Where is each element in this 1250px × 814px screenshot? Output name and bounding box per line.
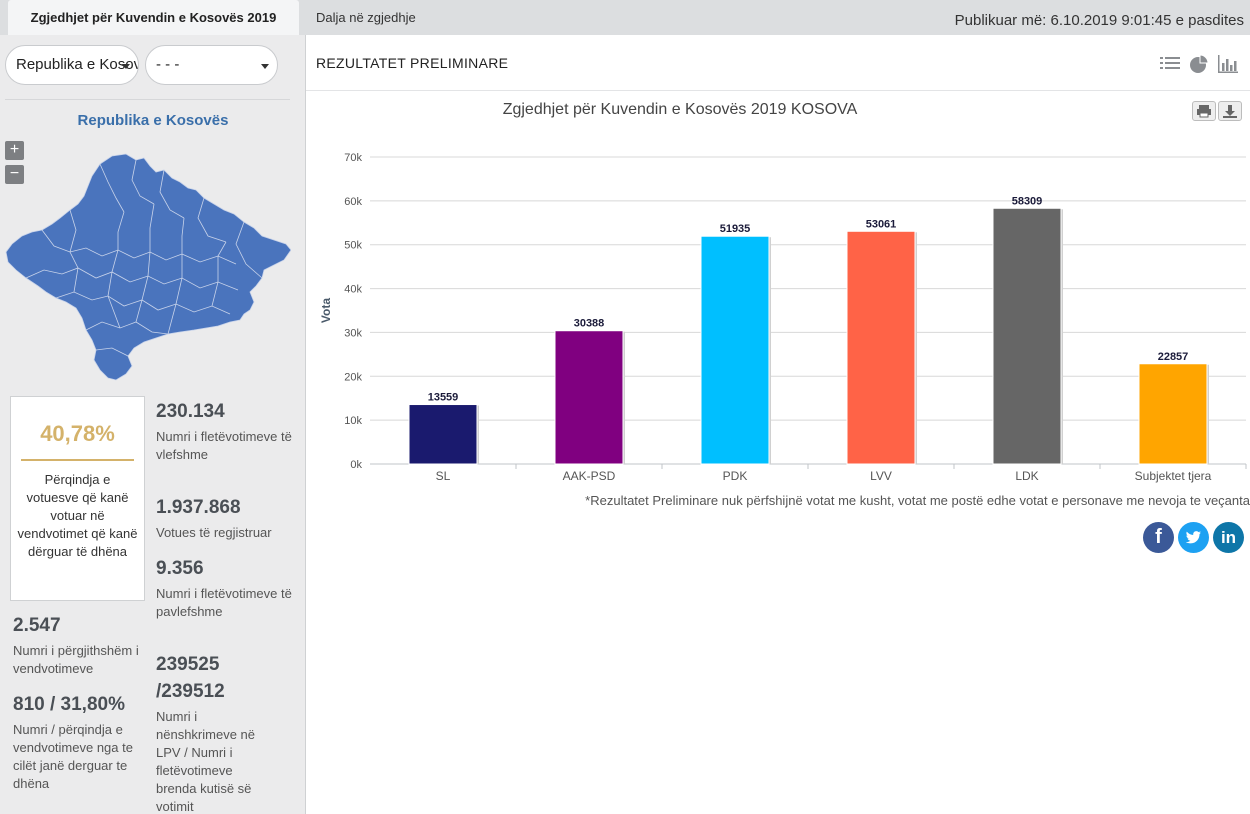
- chart-title: Zgjedhjet për Kuvendin e Kosovës 2019 KO…: [502, 101, 858, 118]
- bar-data-label: 22857: [1158, 351, 1189, 363]
- y-tick-label: 20k: [344, 371, 362, 383]
- bar-aak-psd[interactable]: [554, 330, 624, 465]
- linkedin-icon[interactable]: in: [1213, 522, 1244, 553]
- facebook-icon[interactable]: f: [1143, 522, 1174, 553]
- stat-label: Numri / përqindja e vendvotimeve nga te …: [13, 722, 133, 791]
- y-tick-label: 0k: [350, 459, 362, 471]
- bar-sl[interactable]: [408, 404, 478, 465]
- main-header: REZULTATET PRELIMINARE: [306, 35, 1250, 91]
- municipality-select-value: - - -: [156, 56, 180, 73]
- stat-label: Numri i nënshkrimeve në LPV / Numri i fl…: [156, 709, 255, 814]
- y-tick-label: 30k: [344, 327, 362, 339]
- y-tick-label: 50k: [344, 240, 362, 252]
- tab-turnout[interactable]: Dalja në zgjedhje: [316, 10, 416, 25]
- stat-label: Numri i përgjithshëm i vendvotimeve: [13, 643, 139, 676]
- stat-invalid-ballots: 9.356 Numri i fletëvotimeve të pavlefshm…: [156, 555, 296, 621]
- stat-registered-voters: 1.937.868 Votues të regjistruar: [156, 494, 296, 542]
- download-button[interactable]: [1218, 101, 1242, 121]
- turnout-value: 40,78%: [40, 421, 115, 446]
- stat-reporting-stations: 810 / 31,80% Numri / përqindja e vendvot…: [13, 691, 148, 793]
- divider: [5, 99, 290, 100]
- bar-pdk[interactable]: [700, 235, 770, 465]
- y-tick-label: 40k: [344, 284, 362, 296]
- y-tick-label: 70k: [344, 152, 362, 164]
- download-icon: [1223, 105, 1237, 118]
- bar-data-label: 51935: [720, 223, 751, 235]
- municipality-select[interactable]: - - -: [145, 45, 278, 85]
- y-axis-label: Vota: [319, 298, 333, 323]
- kosovo-map[interactable]: [4, 152, 291, 384]
- chart-gridlines: [370, 156, 1246, 465]
- stat-value: 2.547: [13, 615, 61, 636]
- x-axis-ticks: SL AAK-PSD PDK LVV LDK Subjektet tjera: [436, 464, 1247, 483]
- bar-chart-icon[interactable]: [1218, 55, 1238, 73]
- turnout-divider: [21, 459, 134, 461]
- bar-data-label: 58309: [1012, 195, 1043, 207]
- zoom-in-button[interactable]: +: [5, 141, 24, 160]
- stat-value: 1.937.868: [156, 497, 241, 518]
- region-select-value: Republika e Kosovës: [16, 56, 138, 73]
- chart-bars: 13559 30388 51935 53061 58309 22857: [408, 195, 1209, 465]
- x-tick-label: PDK: [723, 469, 748, 483]
- bar-subjektet-tjera[interactable]: [1138, 363, 1208, 465]
- y-tick-label: 10k: [344, 415, 362, 427]
- turnout-card: 40,78% Përqindja e votuesve që kanë votu…: [10, 396, 145, 601]
- bar-lvv[interactable]: [846, 230, 916, 465]
- print-icon: [1197, 105, 1211, 118]
- map-municipality-borders: [25, 159, 263, 357]
- x-tick-label: AAK-PSD: [563, 469, 616, 483]
- bar-chart: 0k 10k 20k 30k 40k 50k 60k 70k Vota 13559 30388 5…: [319, 152, 1247, 483]
- x-tick-label: LDK: [1015, 469, 1038, 483]
- stat-value: 9.356: [156, 558, 204, 579]
- stat-signatures: 239525 /239512 Numri i nënshkrimeve në L…: [156, 651, 274, 814]
- twitter-icon[interactable]: [1178, 522, 1209, 553]
- turnout-label: Përqindja e votuesve që kanë votuar në v…: [17, 472, 138, 559]
- bar-data-label: 30388: [574, 318, 605, 330]
- list-icon[interactable]: [1160, 55, 1180, 73]
- print-button[interactable]: [1192, 101, 1216, 121]
- sidebar: Republika e Kosovës - - - Republika e Ko…: [0, 35, 306, 814]
- main-title: REZULTATET PRELIMINARE: [316, 55, 509, 71]
- stat-label: Numri i fletëvotimeve të vlefshme: [156, 429, 292, 462]
- stat-total-stations: 2.547 Numri i përgjithshëm i vendvotimev…: [13, 612, 148, 678]
- x-tick-label: LVV: [870, 469, 892, 483]
- region-select[interactable]: Republika e Kosovës: [5, 45, 139, 85]
- stat-label: Votues të regjistruar: [156, 525, 272, 540]
- pie-chart-icon[interactable]: [1189, 55, 1209, 73]
- zoom-out-button[interactable]: −: [5, 165, 24, 184]
- tab-elections-2019[interactable]: Zgjedhjet për Kuvendin e Kosovës 2019: [8, 0, 299, 35]
- stat-valid-ballots: 230.134 Numri i fletëvotimeve të vlefshm…: [156, 398, 296, 464]
- y-axis-ticks: 0k 10k 20k 30k 40k 50k 60k 70k: [344, 152, 362, 471]
- y-tick-label: 60k: [344, 196, 362, 208]
- bar-data-label: 53061: [866, 218, 897, 230]
- chevron-down-icon: [261, 64, 269, 69]
- published-timestamp: Publikuar më: 6.10.2019 9:01:45 e pasdit…: [954, 12, 1244, 29]
- bar-ldk[interactable]: [992, 207, 1062, 465]
- twitter-bird-glyph: [1185, 531, 1201, 544]
- footnote: *Rezultatet Preliminare nuk përfshijnë v…: [585, 493, 1250, 508]
- stat-label: Numri i fletëvotimeve të pavlefshme: [156, 586, 292, 619]
- stat-value: 230.134: [156, 401, 225, 422]
- x-tick-label: SL: [436, 469, 451, 483]
- stat-value: 810 / 31,80%: [13, 694, 125, 715]
- region-title: Republika e Kosovës: [77, 112, 229, 129]
- top-tab-bar: Zgjedhjet për Kuvendin e Kosovës 2019 Da…: [0, 0, 1250, 35]
- bar-data-label: 13559: [428, 392, 459, 404]
- x-tick-label: Subjektet tjera: [1135, 469, 1212, 483]
- stat-value: 239525 /239512: [156, 654, 225, 702]
- chevron-down-icon: [122, 64, 130, 69]
